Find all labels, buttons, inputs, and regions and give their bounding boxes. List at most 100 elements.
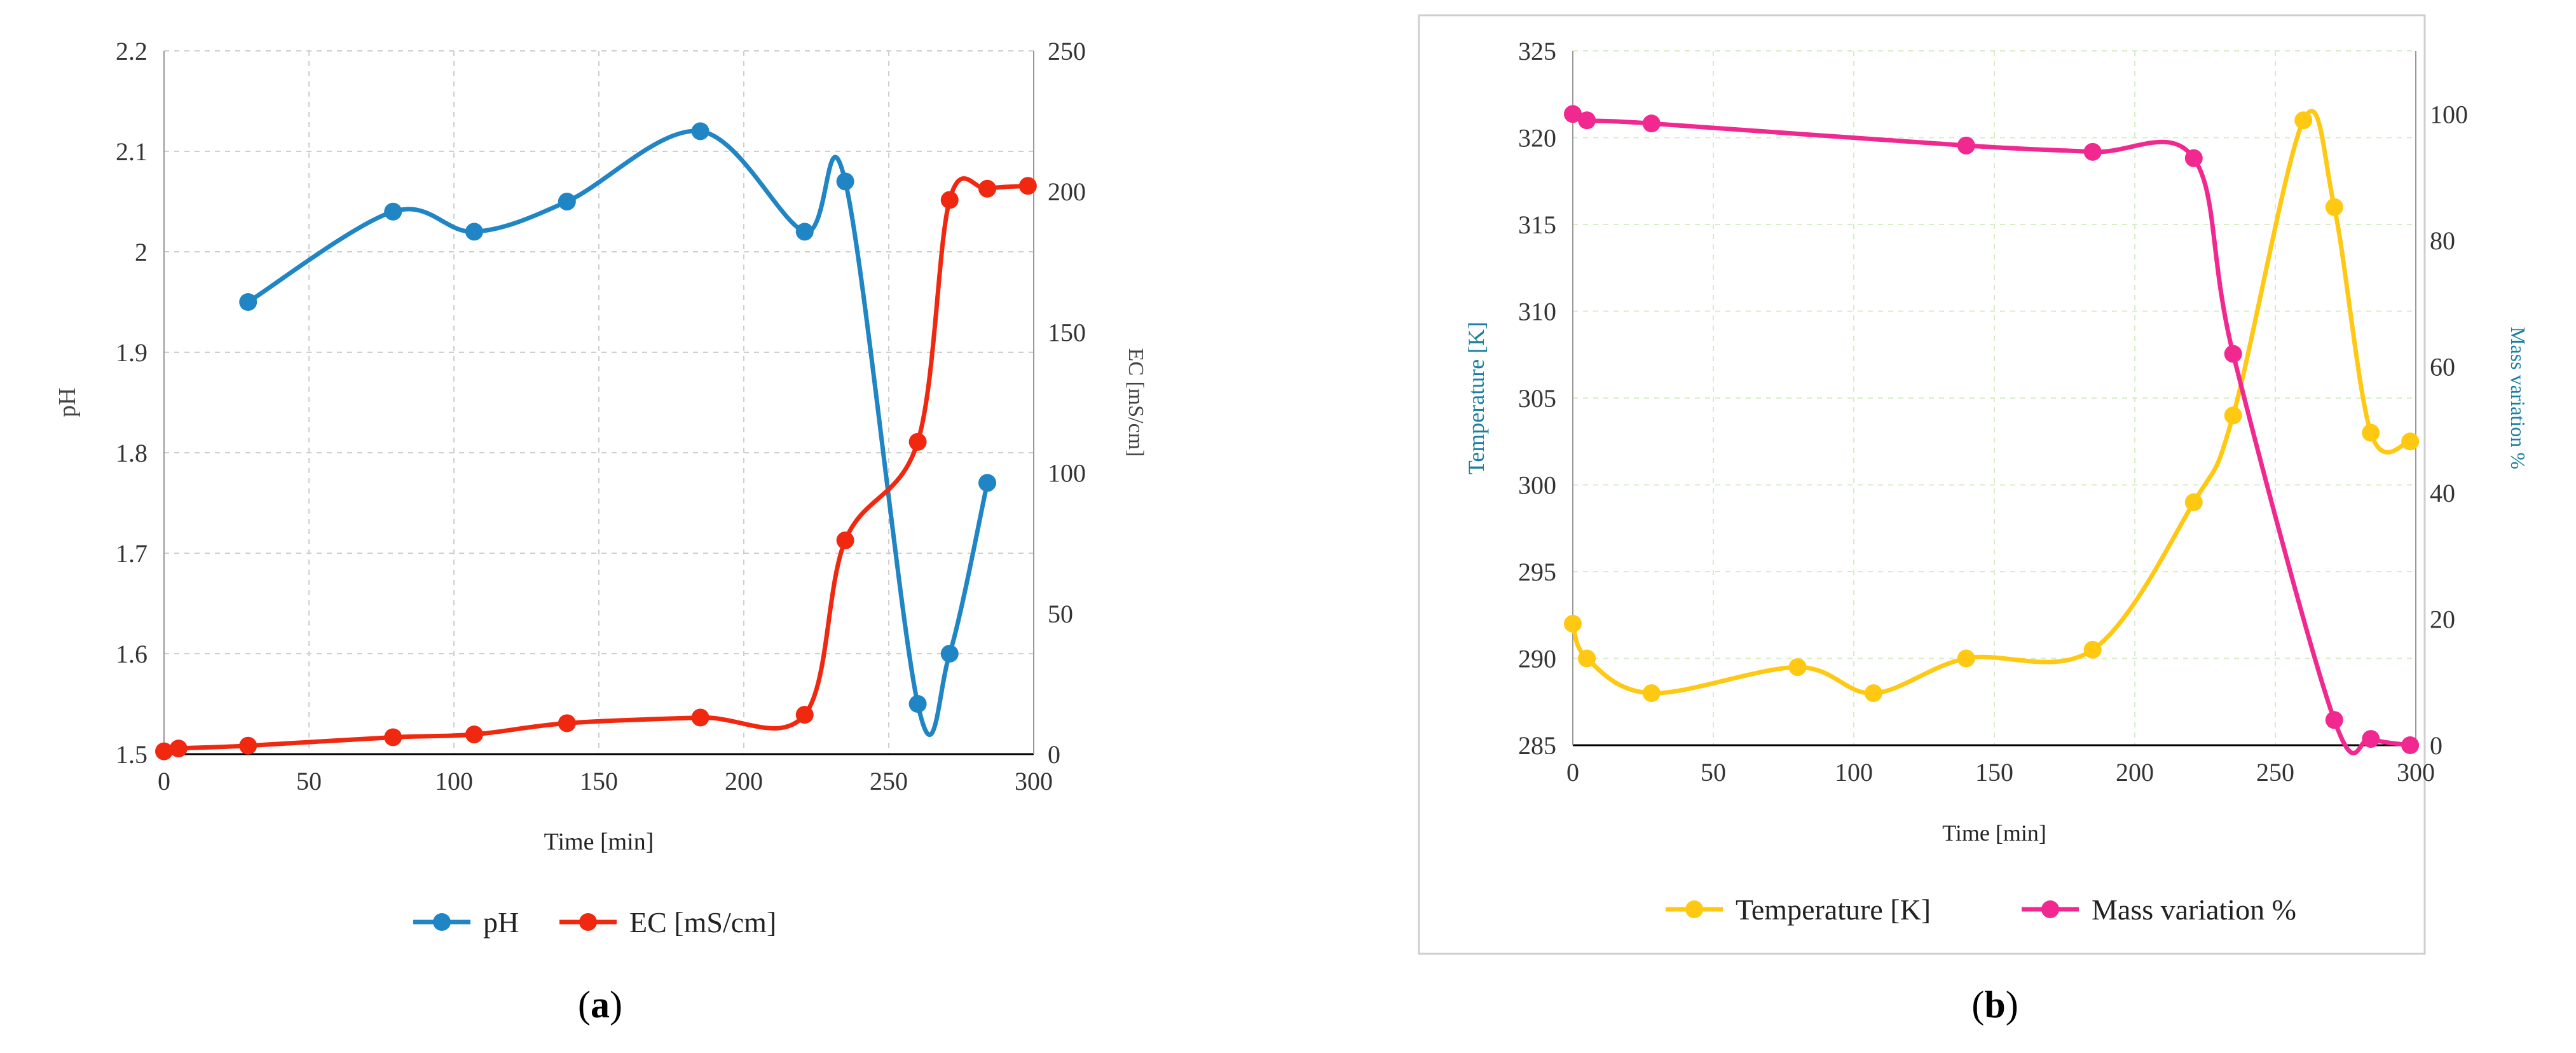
data-point	[2083, 142, 2102, 161]
y-tick-label: 295	[1518, 558, 1556, 586]
y-axis-title: pH	[54, 388, 81, 417]
data-point	[940, 645, 959, 663]
data-point	[1578, 111, 1596, 130]
series-line-0	[247, 128, 990, 737]
data-point	[2083, 640, 2102, 659]
data-point	[2325, 198, 2343, 216]
legend-label: pH	[483, 906, 519, 939]
y-tick-label: 315	[1518, 210, 1556, 239]
y2-tick-label: 200	[1048, 177, 1086, 206]
y-tick-label: 2.2	[116, 37, 147, 65]
legend-item: EC [mS/cm]	[559, 906, 776, 939]
data-point	[465, 223, 483, 241]
legend-swatch-marker	[579, 913, 597, 931]
data-point	[1642, 684, 1661, 703]
x-tick-label: 200	[2116, 758, 2154, 787]
data-point	[1957, 649, 1975, 668]
x-tick-label: 250	[870, 767, 908, 795]
y-tick-label: 1.9	[116, 338, 147, 367]
legend-swatch-marker	[2041, 900, 2059, 918]
data-point	[1564, 105, 1582, 123]
y-tick-label: 1.5	[116, 740, 147, 769]
data-point	[1578, 649, 1596, 668]
x-tick-label: 200	[725, 767, 763, 795]
y2-axis-title: EC [mS/cm]	[1124, 348, 1148, 457]
y2-tick-label: 100	[1048, 459, 1086, 488]
data-point	[2362, 423, 2380, 442]
data-point	[465, 726, 483, 744]
y-tick-label: 2.1	[116, 137, 147, 166]
data-point	[1957, 136, 1975, 155]
x-tick-label: 300	[2397, 758, 2435, 787]
y-tick-label: 300	[1518, 471, 1556, 500]
data-point	[1864, 684, 1882, 703]
y-tick-label: 290	[1518, 645, 1556, 673]
chart-panel-b: 0 50 100 150 200 250 3002852902953003053103153…	[1418, 14, 2530, 955]
data-point	[691, 122, 709, 141]
y2-tick-label: 40	[2430, 479, 2455, 507]
legend-label: Mass variation %	[2092, 893, 2296, 926]
x-tick-label: 100	[435, 767, 473, 795]
series-line-1	[163, 176, 1029, 754]
y2-tick-label: 150	[1048, 318, 1086, 347]
y-axis-title: Temperature [K]	[1463, 322, 1489, 474]
y-tick-label: 1.6	[116, 640, 147, 668]
data-point	[1564, 614, 1582, 633]
y-tick-label: 305	[1518, 384, 1556, 413]
y-tick-label: 2	[135, 238, 147, 266]
data-point	[978, 179, 997, 198]
panel-label-a: (a)	[578, 984, 622, 1026]
y2-axis-title: Mass variation %	[2507, 327, 2530, 469]
data-point	[795, 223, 814, 241]
x-tick-label: 0	[1566, 758, 1579, 787]
x-tick-label: 300	[1015, 767, 1053, 795]
y2-tick-label: 100	[2430, 100, 2468, 128]
y2-tick-label: 80	[2430, 226, 2455, 255]
x-axis-title: Time [min]	[1942, 820, 2046, 846]
data-point	[2401, 432, 2420, 451]
x-tick-label: 100	[1835, 758, 1873, 787]
data-point	[908, 432, 927, 451]
data-point	[1018, 177, 1037, 195]
y-tick-label: 1.7	[116, 539, 147, 568]
data-point	[2184, 493, 2203, 511]
data-point	[155, 742, 173, 761]
legend-label: EC [mS/cm]	[629, 906, 776, 939]
data-point	[2362, 730, 2380, 748]
legend-item: Mass variation %	[2022, 893, 2296, 926]
y-tick-label: 320	[1518, 124, 1556, 153]
x-axis-title: Time [min]	[544, 829, 654, 855]
chart-panel-a: 0 50 100 150 200 250 300 1.5 1.6 1.7 1.8 1.9 2 2.1 2.2…	[54, 37, 1148, 939]
data-point	[239, 293, 257, 311]
data-point	[2224, 345, 2242, 363]
data-point	[239, 736, 257, 755]
y2-tick-label: 60	[2430, 352, 2455, 381]
y2-tick-label: 0	[1048, 740, 1060, 769]
panel-label-b: (b)	[1971, 984, 2018, 1026]
y-tick-label: 285	[1518, 731, 1556, 760]
y2-tick-label: 250	[1048, 37, 1086, 65]
legend-swatch-marker	[1685, 900, 1703, 918]
legend-label: Temperature [K]	[1736, 893, 1931, 926]
x-tick-label: 0	[158, 767, 170, 795]
data-point	[2294, 111, 2313, 130]
y-tick-label: 325	[1518, 37, 1556, 65]
legend-swatch-marker	[433, 913, 451, 931]
x-tick-label: 150	[580, 767, 618, 795]
x-tick-label: 150	[1975, 758, 2013, 787]
data-point	[940, 191, 959, 209]
data-point	[558, 193, 576, 210]
data-point	[558, 714, 576, 733]
data-point	[836, 172, 854, 191]
data-point	[1788, 658, 1807, 677]
legend-item: pH	[413, 906, 519, 939]
legend-item: Temperature [K]	[1666, 893, 1931, 926]
data-point	[2401, 736, 2420, 754]
y2-tick-label: 50	[1048, 600, 1073, 628]
data-point	[908, 695, 927, 713]
data-point	[169, 740, 188, 758]
data-point	[384, 728, 402, 747]
y-tick-label: 1.8	[116, 439, 147, 467]
y-tick-label: 310	[1518, 298, 1556, 326]
